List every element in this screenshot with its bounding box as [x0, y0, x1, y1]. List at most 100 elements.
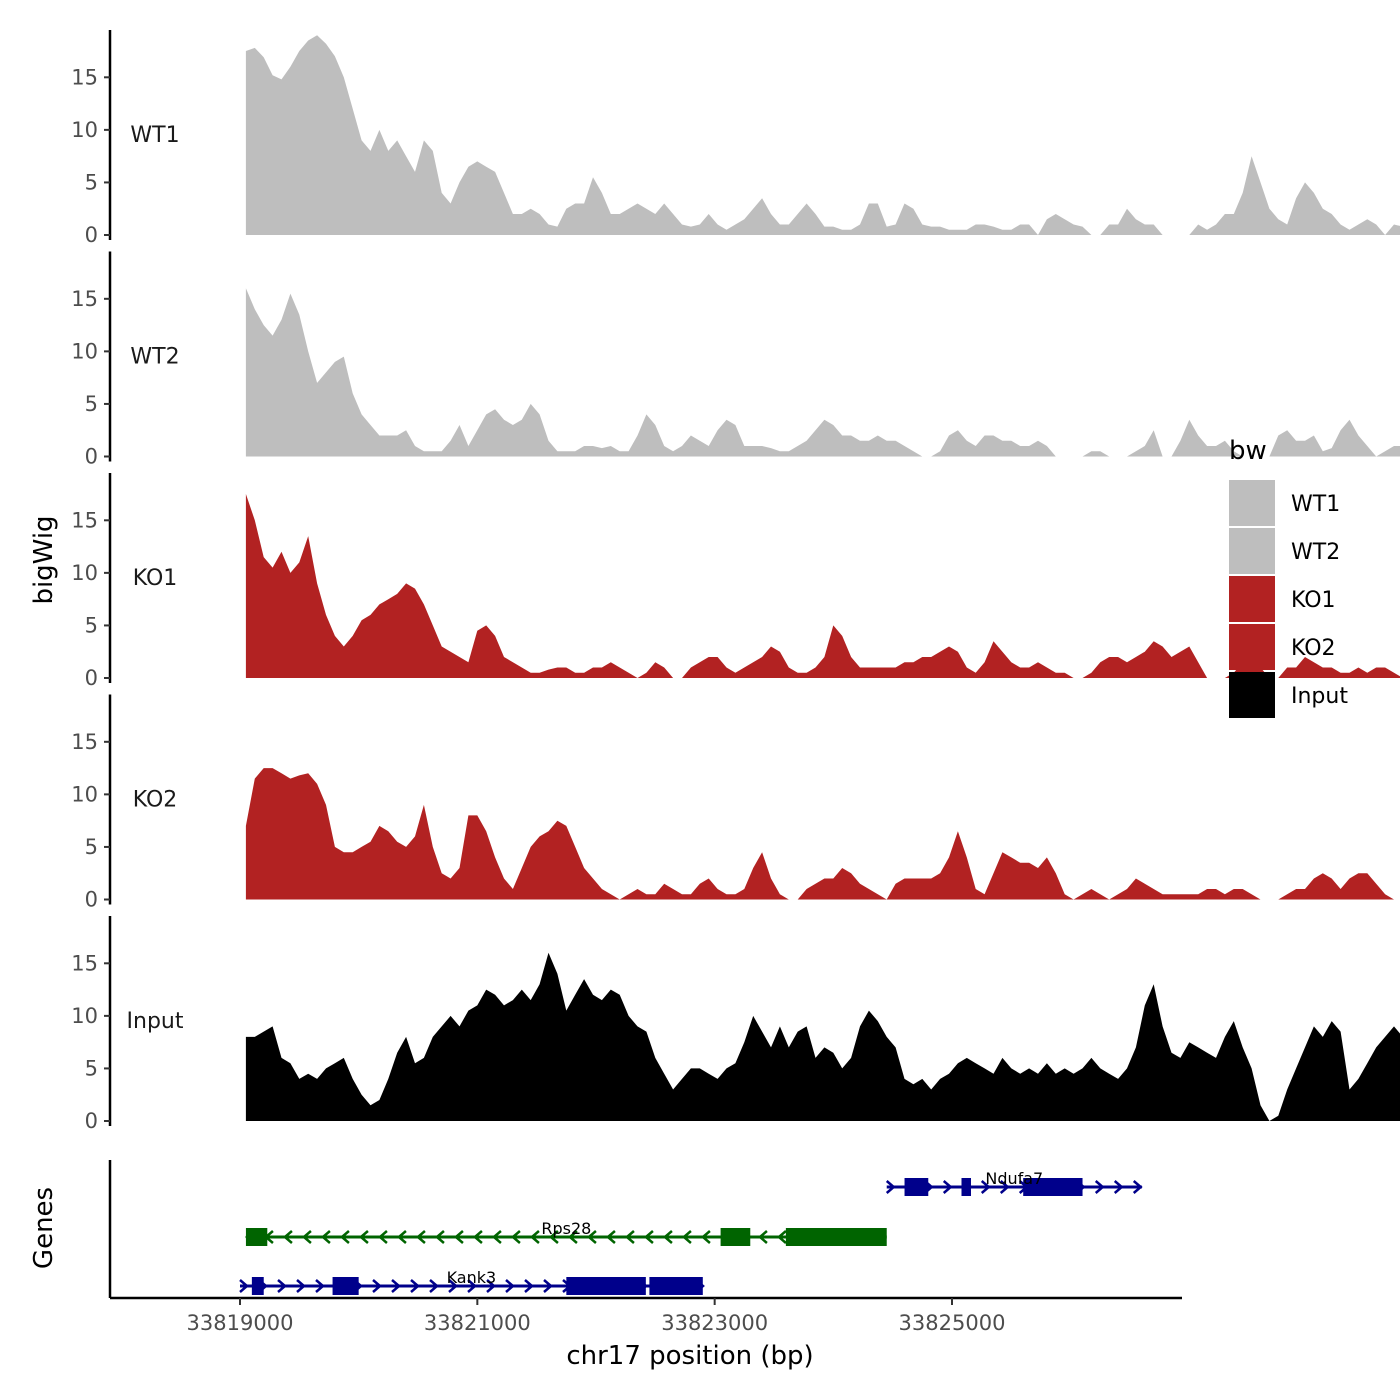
strand-chevron	[1132, 1180, 1143, 1194]
strand-chevron	[283, 1230, 293, 1244]
strand-chevron	[568, 1230, 578, 1244]
strand-chevron	[359, 1230, 369, 1244]
y-tick-label: 0	[85, 223, 98, 247]
legend-key-input	[1229, 672, 1275, 718]
area-ko1	[245, 494, 1400, 678]
y-tick-label: 15	[71, 508, 98, 532]
x-tick-label: 33821000	[424, 1311, 531, 1335]
area-wt2	[245, 288, 1400, 457]
y-tick-label: 5	[85, 1056, 98, 1080]
track-label: KO2	[133, 788, 178, 813]
area-ko2	[245, 768, 1400, 900]
exon	[785, 1228, 887, 1246]
strand-chevron	[454, 1230, 464, 1244]
exon	[245, 1228, 268, 1246]
exon	[251, 1277, 264, 1295]
y-tick-label: 10	[71, 1004, 98, 1028]
strand-chevron	[511, 1230, 521, 1244]
exon	[904, 1178, 929, 1196]
area-input	[245, 952, 1400, 1121]
strand-chevron	[999, 1180, 1010, 1194]
y-tick-label: 0	[85, 666, 98, 690]
gene-label: Ndufa7	[985, 1169, 1043, 1188]
y-tick-label: 10	[71, 561, 98, 585]
y-tick-label: 0	[85, 888, 98, 912]
y-tick-label: 15	[71, 730, 98, 754]
track-wt1: 0 5 10 15 WT1	[71, 30, 1400, 247]
strand-chevron	[942, 1180, 953, 1194]
exon	[566, 1277, 646, 1295]
legend-label: WT2	[1291, 540, 1340, 565]
strand-chevron	[340, 1230, 350, 1244]
strand-chevron	[277, 1279, 287, 1293]
strand-chevron	[372, 1279, 382, 1293]
y-tick-label: 5	[85, 613, 98, 637]
legend-key-ko1	[1229, 576, 1275, 622]
gene-rps28: Rps28	[245, 1219, 887, 1246]
track-label: WT2	[130, 345, 179, 370]
track-label: WT1	[130, 123, 179, 148]
x-tick-label: 33825000	[899, 1311, 1006, 1335]
legend-label: KO1	[1291, 588, 1336, 613]
strand-chevron	[397, 1230, 407, 1244]
gene-ndufa7: Ndufa7	[885, 1169, 1143, 1196]
strand-chevron	[543, 1279, 553, 1293]
legend-key-wt1	[1229, 480, 1275, 526]
y-tick-label: 0	[85, 1109, 98, 1133]
strand-chevron	[492, 1230, 502, 1244]
gene-kank3: Kank3	[239, 1268, 705, 1295]
y-tick-label: 15	[71, 287, 98, 311]
gene-label: Rps28	[541, 1219, 591, 1238]
strand-chevron	[524, 1279, 534, 1293]
track-ko2: 0 5 10 15 KO2	[71, 694, 1400, 912]
x-tick-label: 33819000	[187, 1311, 294, 1335]
strand-chevron	[758, 1230, 768, 1244]
tracks-layer: 0 5 10 15 WT1 0 5 10 15 WT2 0 5 10 15 KO1 0 5 10 15 KO2 0 5 10…	[71, 30, 1400, 1133]
exon	[720, 1228, 751, 1246]
strand-chevron	[321, 1230, 331, 1244]
strand-chevron	[1113, 1180, 1124, 1194]
strand-chevron	[980, 1180, 991, 1194]
strand-chevron	[378, 1230, 388, 1244]
legend-key-ko2	[1229, 624, 1275, 670]
strand-chevron	[429, 1279, 439, 1293]
area-wt1	[245, 35, 1400, 235]
genes-axis-title: Genes	[29, 1187, 59, 1269]
strand-chevron	[701, 1230, 711, 1244]
genes-layer: Kank3 Rps28 Ndufa7	[108, 1160, 1143, 1298]
strand-chevron	[410, 1279, 420, 1293]
track-ko1: 0 5 10 15 KO1	[71, 473, 1400, 690]
strand-chevron	[644, 1230, 654, 1244]
y-tick-label: 0	[85, 445, 98, 469]
strand-chevron	[625, 1230, 635, 1244]
strand-chevron	[486, 1279, 496, 1293]
strand-chevron	[416, 1230, 426, 1244]
legend: bw WT1 WT2 KO1 KO2 Input	[1229, 436, 1348, 718]
exon	[649, 1277, 703, 1295]
exon	[961, 1178, 971, 1196]
y-tick-label: 10	[71, 118, 98, 142]
track-label: KO1	[133, 566, 178, 591]
strand-chevron	[448, 1279, 458, 1293]
strand-chevron	[682, 1230, 692, 1244]
track-label: Input	[127, 1009, 184, 1034]
strand-chevron	[505, 1279, 515, 1293]
y-tick-label: 5	[85, 170, 98, 194]
strand-chevron	[302, 1230, 312, 1244]
y-tick-label: 10	[71, 782, 98, 806]
track-input: 0 5 10 15 Input	[71, 916, 1400, 1133]
y-tick-label: 5	[85, 392, 98, 416]
y-axis-title: bigWig	[29, 515, 59, 604]
strand-chevron	[549, 1230, 559, 1244]
strand-chevron	[777, 1230, 787, 1244]
strand-chevron	[239, 1279, 249, 1293]
y-tick-label: 5	[85, 835, 98, 859]
legend-title: bw	[1229, 436, 1267, 466]
y-tick-label: 10	[71, 339, 98, 363]
strand-chevron	[467, 1279, 477, 1293]
track-wt2: 0 5 10 15 WT2	[71, 251, 1400, 469]
strand-chevron	[587, 1230, 597, 1244]
strand-chevron	[530, 1230, 540, 1244]
exon	[1023, 1178, 1083, 1196]
